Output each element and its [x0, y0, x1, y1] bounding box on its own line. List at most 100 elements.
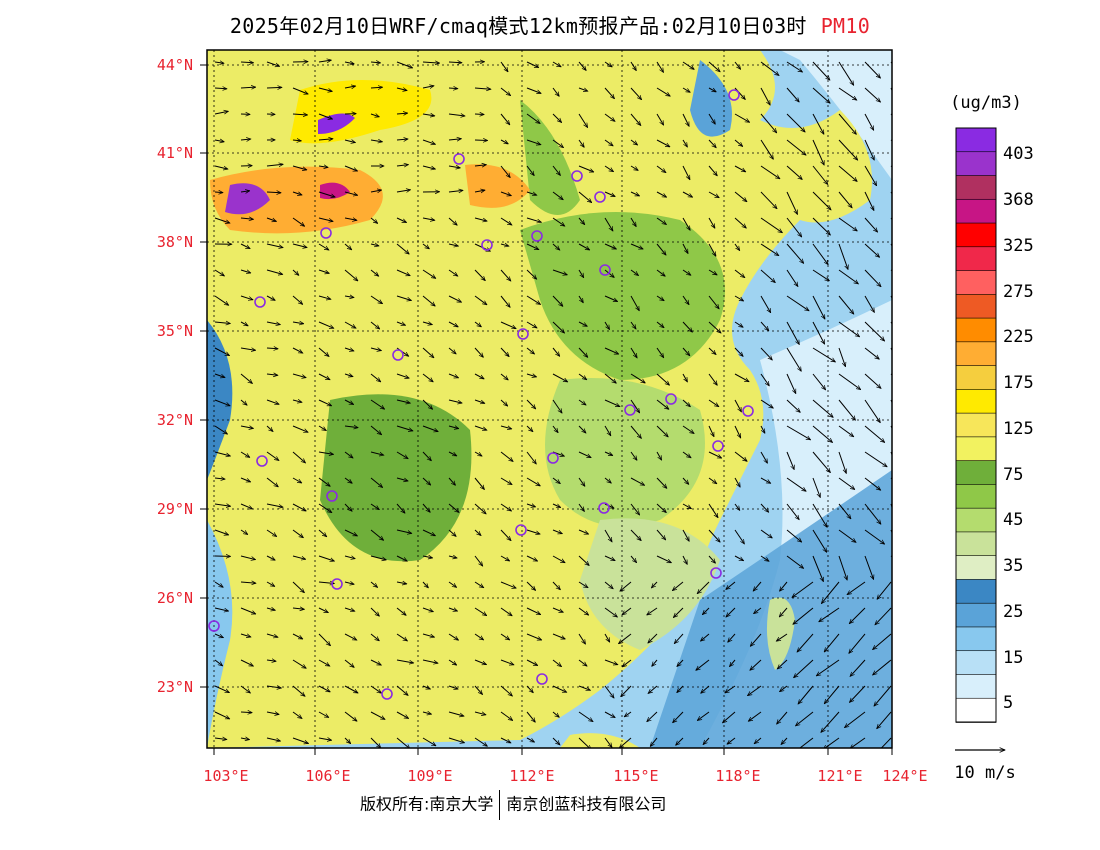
wind-arrow — [344, 165, 358, 171]
wind-arrow — [682, 373, 688, 382]
wind-arrow — [240, 243, 250, 250]
wind-arrow — [448, 633, 459, 640]
legend-level: 403 — [1003, 144, 1034, 164]
wind-arrow — [240, 685, 250, 693]
wind-arrow — [526, 425, 533, 432]
wind-arrow — [673, 607, 684, 618]
wind-arrow — [422, 114, 435, 116]
wind-arrow — [578, 165, 594, 172]
wind-arrow — [370, 555, 386, 560]
wind-arrow — [875, 607, 892, 625]
legend-level: 225 — [1003, 327, 1034, 347]
wind-arrow — [656, 399, 669, 409]
wind-arrow — [422, 218, 435, 220]
wind-arrow — [656, 347, 664, 358]
wind-arrow — [652, 659, 658, 666]
wind-arrow — [240, 87, 256, 88]
wind-arrow — [526, 217, 541, 222]
wind-arrow — [552, 737, 560, 745]
wind-arrow — [890, 139, 892, 142]
wind-arrow — [682, 451, 691, 458]
wind-arrow — [448, 269, 458, 276]
wind-arrow — [526, 737, 535, 743]
wind-arrow — [448, 88, 458, 89]
wind-arrow — [240, 738, 250, 740]
wind-arrow — [703, 737, 710, 745]
wind-arrow — [676, 737, 684, 745]
wind-arrow — [318, 373, 330, 381]
wind-arrow — [552, 685, 567, 693]
wind-arrow — [500, 607, 512, 616]
wind-arrow — [877, 711, 892, 729]
wind-arrow — [474, 425, 487, 430]
wind-arrow — [812, 503, 827, 527]
wind-arrow — [526, 321, 537, 328]
wind-arrow — [344, 243, 352, 250]
wind-arrow — [674, 633, 684, 644]
legend-swatch — [955, 697, 997, 723]
wind-arrow — [682, 555, 688, 564]
wind-arrow — [474, 607, 487, 616]
wind-arrow — [630, 61, 636, 71]
wind-arrow — [552, 165, 560, 175]
wind-arrow — [370, 244, 379, 246]
wind-arrow — [723, 711, 736, 723]
wind-arrow — [474, 140, 488, 141]
wind-arrow — [708, 321, 721, 333]
wind-arrow — [422, 581, 428, 588]
wind-arrow — [370, 633, 379, 641]
wind-arrow — [864, 243, 880, 257]
wind-arrow — [500, 113, 510, 125]
wind-arrow — [318, 452, 334, 454]
wind-arrow — [760, 165, 780, 179]
wind-arrow — [708, 139, 716, 148]
wind-arrow — [370, 451, 384, 455]
city-marker — [536, 673, 548, 685]
wind-arrow — [630, 113, 641, 126]
wind-arrow — [776, 633, 788, 641]
wind-arrow — [838, 451, 846, 473]
wind-arrow — [240, 582, 256, 583]
wind-arrow — [838, 425, 854, 437]
wind-arrow — [677, 659, 684, 667]
city-marker — [710, 567, 722, 579]
wind-arrow — [630, 373, 645, 383]
wind-arrow — [422, 373, 433, 382]
wind-arrow — [624, 711, 632, 717]
wind-arrow — [370, 269, 379, 276]
legend-swatch — [955, 436, 997, 462]
wind-arrow — [396, 555, 407, 562]
wind-arrow — [793, 607, 814, 624]
wind-arrow — [890, 555, 892, 558]
wind-arrow — [474, 477, 484, 490]
wind-arrow — [266, 192, 281, 193]
wind-arrow — [708, 243, 717, 256]
wind-arrow — [812, 451, 830, 473]
wind-arrow — [864, 425, 885, 443]
lat-label: 26°N — [157, 589, 193, 607]
wind-arrow — [604, 87, 615, 99]
legend-swatch — [955, 650, 997, 676]
wind-arrow — [838, 165, 857, 182]
wind-arrow — [604, 737, 612, 747]
wind-arrow — [734, 243, 740, 251]
lat-label: 35°N — [157, 322, 193, 340]
wind-arrow — [630, 217, 636, 227]
wind-arrow — [838, 87, 857, 100]
wind-arrow — [648, 633, 658, 643]
wind-arrow — [734, 295, 744, 301]
wind-arrow — [500, 529, 511, 541]
wind-scale-label: 10 m/s — [954, 763, 1015, 783]
wind-arrow — [318, 503, 332, 513]
wind-arrow — [370, 295, 383, 304]
wind-arrow — [890, 373, 892, 376]
wind-arrow — [370, 503, 379, 510]
wind-arrow — [448, 321, 458, 328]
wind-arrow — [578, 373, 587, 380]
wind-arrow — [812, 191, 831, 210]
wind-arrow — [708, 295, 719, 309]
wind-arrow — [604, 451, 613, 456]
wind-arrow — [526, 347, 535, 354]
wind-arrow — [396, 399, 410, 403]
wind-arrow — [370, 581, 378, 587]
